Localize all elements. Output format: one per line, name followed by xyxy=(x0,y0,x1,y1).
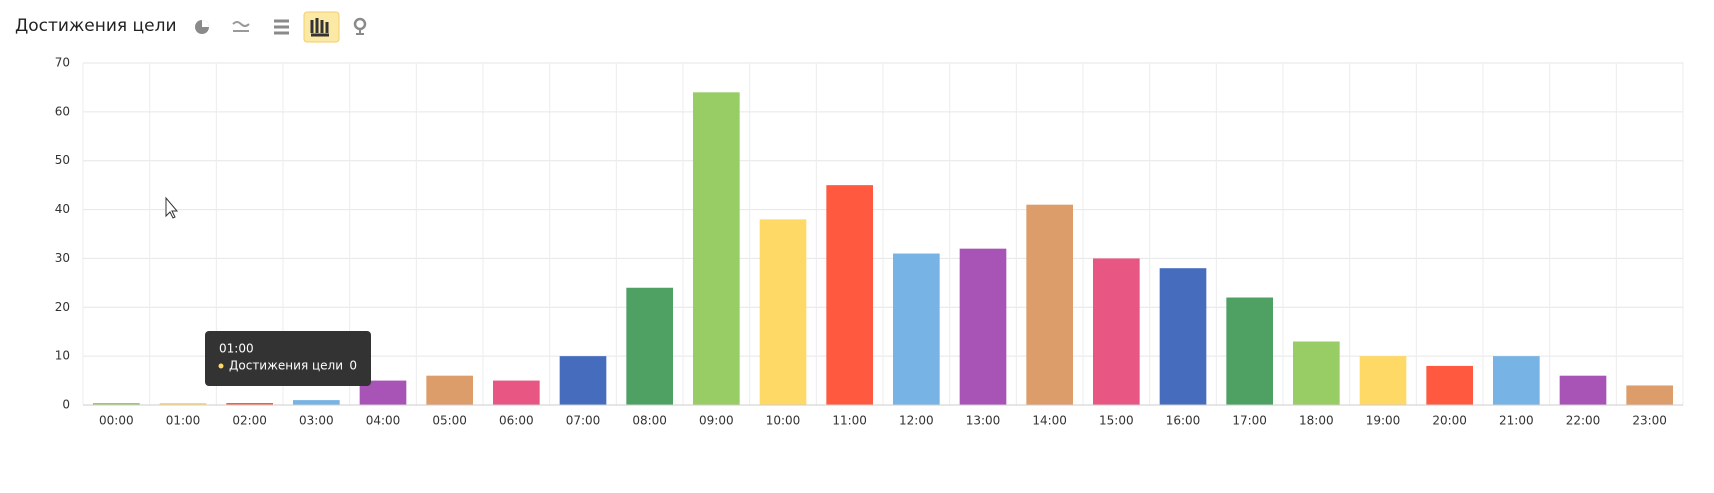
x-tick-label: 16:00 xyxy=(1166,414,1201,428)
bar xyxy=(226,403,273,405)
x-tick-label: 21:00 xyxy=(1499,414,1534,428)
bar xyxy=(959,248,1007,405)
bar xyxy=(559,356,607,405)
y-tick-label: 50 xyxy=(55,153,70,167)
bar xyxy=(693,92,740,406)
x-tick-label: 15:00 xyxy=(1099,414,1134,428)
widget-title: Достижения цели xyxy=(15,16,177,36)
bar xyxy=(93,403,140,405)
bar xyxy=(759,219,807,405)
bar xyxy=(426,375,473,405)
x-tick-label: 08:00 xyxy=(632,414,667,428)
bar xyxy=(293,400,340,405)
x-tick-label: 00:00 xyxy=(99,414,134,428)
bar xyxy=(159,403,207,405)
bar xyxy=(1359,356,1407,405)
x-tick-label: 13:00 xyxy=(966,414,1001,428)
x-tick-label: 07:00 xyxy=(566,414,601,428)
y-tick-label: 10 xyxy=(55,349,70,363)
y-tick-label: 30 xyxy=(55,251,70,265)
area-icon[interactable] xyxy=(274,19,289,35)
x-tick-label: 04:00 xyxy=(366,414,401,428)
bar xyxy=(1159,268,1207,405)
bar xyxy=(1493,356,1540,405)
x-tick-label: 20:00 xyxy=(1432,414,1467,428)
bar xyxy=(626,287,673,405)
bar xyxy=(1559,375,1607,405)
x-tick-label: 10:00 xyxy=(766,414,801,428)
tooltip-box xyxy=(205,331,371,386)
x-tick-label: 09:00 xyxy=(699,414,734,428)
x-tick-label: 19:00 xyxy=(1366,414,1401,428)
bar-icon-active[interactable] xyxy=(303,11,340,43)
x-tick-label: 05:00 xyxy=(432,414,467,428)
tooltip: 01:00 Достижения цели 0 xyxy=(205,331,371,386)
x-tick-label: 12:00 xyxy=(899,414,934,428)
pie-icon[interactable] xyxy=(195,20,209,34)
tooltip-category: 01:00 xyxy=(219,342,254,356)
cursor xyxy=(165,196,179,219)
x-tick-label: 22:00 xyxy=(1566,414,1601,428)
x-tick-label: 14:00 xyxy=(1032,414,1067,428)
x-tick-label: 17:00 xyxy=(1232,414,1267,428)
map-icon[interactable] xyxy=(353,17,367,35)
bar xyxy=(1026,204,1073,405)
x-tick-label: 18:00 xyxy=(1299,414,1334,428)
bar xyxy=(1626,385,1673,405)
x-tick-label: 03:00 xyxy=(299,414,334,428)
plot: 0 10 20 30 40 50 60 70 00:00 01:00 02:00 03:00 04:00… xyxy=(55,56,1684,428)
x-tick-label: 01:00 xyxy=(166,414,201,428)
bar xyxy=(1426,365,1473,405)
bar xyxy=(493,380,540,405)
x-tick-label: 11:00 xyxy=(832,414,867,428)
tooltip-marker xyxy=(218,363,224,369)
y-tick-label: 20 xyxy=(55,300,70,314)
x-tick-label: 06:00 xyxy=(499,414,534,428)
bar xyxy=(1226,297,1273,405)
x-tick-label: 02:00 xyxy=(232,414,267,428)
y-tick-label: 40 xyxy=(55,202,70,216)
line-icon[interactable] xyxy=(232,21,250,32)
bar xyxy=(893,253,940,405)
y-tick-label: 60 xyxy=(55,104,70,118)
tooltip-value: 0 xyxy=(349,359,357,373)
y-tick-label: 0 xyxy=(62,398,70,412)
x-tick-label: 23:00 xyxy=(1632,414,1667,428)
tooltip-series: Достижения цели xyxy=(229,359,343,373)
bar xyxy=(1093,258,1140,405)
bar xyxy=(826,185,873,405)
bar xyxy=(1293,341,1340,405)
y-tick-label: 70 xyxy=(55,56,70,70)
